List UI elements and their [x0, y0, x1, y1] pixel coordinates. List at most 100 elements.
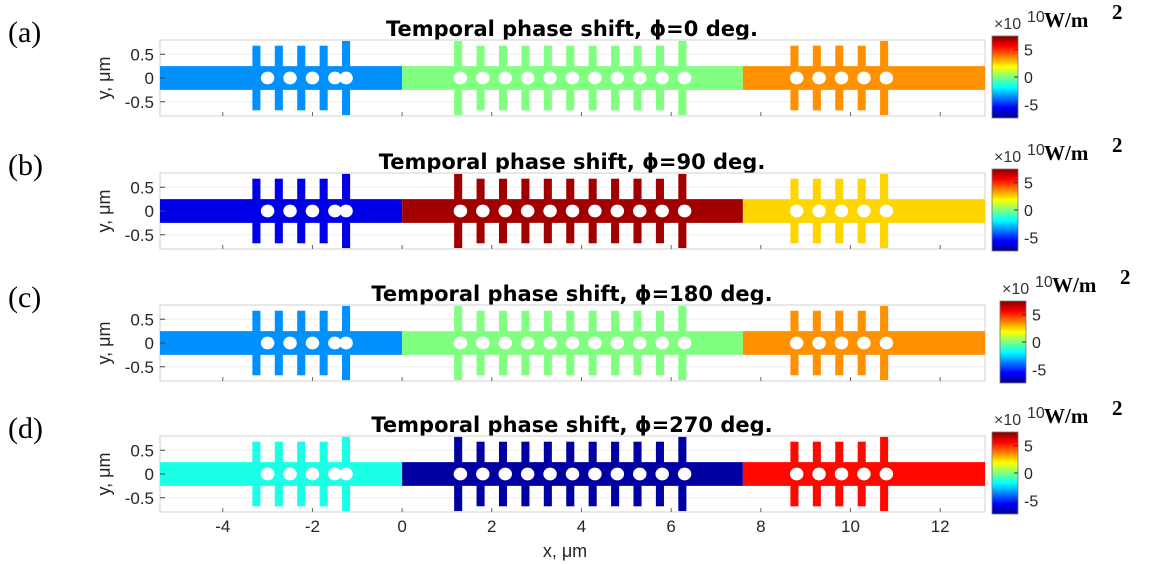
air-hole-middle	[677, 336, 692, 350]
colorbar-multiplier: ×10	[994, 149, 1021, 166]
panel-b: (b) Temporal phase shift, ϕ=90 deg. 0.5 0 -0…	[8, 133, 1123, 252]
air-hole-left	[339, 71, 353, 85]
air-hole-middle	[588, 467, 602, 481]
air-hole-right	[879, 71, 894, 85]
y-axis-label: y, μm	[94, 452, 114, 495]
y-axis-label: y, μm	[94, 189, 114, 232]
x-axis-label: x, μm	[543, 541, 587, 561]
y-tick-label: 0.5	[130, 310, 154, 329]
air-hole-middle	[520, 71, 535, 85]
air-hole-middle	[498, 336, 512, 350]
colorbar-multiplier: ×10	[994, 412, 1021, 429]
grating-bar-left	[252, 45, 261, 111]
panel-title: Temporal phase shift, ϕ=180 deg.	[371, 282, 772, 306]
air-hole-middle	[565, 204, 580, 218]
colorbar-unit: W/m	[1044, 141, 1089, 165]
air-hole-middle	[453, 71, 468, 85]
air-hole-left	[260, 336, 275, 350]
grating-bar-left	[274, 310, 283, 376]
air-hole-middle	[633, 336, 647, 350]
panel-label: (b)	[8, 149, 43, 182]
colorbar-multiplier: ×10	[1002, 281, 1029, 298]
air-hole-middle	[498, 467, 512, 481]
panels: (a) Temporal phase shift, ϕ=0 deg. 0.5 0 -0.…	[8, 0, 1131, 536]
y-tick-label: -0.5	[125, 358, 154, 377]
colorbar-exponent: 10	[1027, 9, 1045, 26]
air-hole-right	[789, 336, 804, 350]
air-hole-left	[283, 467, 297, 481]
air-hole-middle	[543, 71, 557, 85]
air-hole-right	[834, 204, 849, 218]
air-hole-left	[283, 71, 297, 85]
panel-title: Temporal phase shift, ϕ=0 deg.	[386, 17, 758, 41]
x-tick-label: 12	[931, 517, 950, 536]
x-tick-label: 6	[666, 517, 675, 536]
panel-label: (a)	[8, 16, 41, 49]
grating-bar-left	[297, 310, 306, 376]
air-hole-middle	[610, 204, 625, 218]
grating-bar-left	[252, 441, 261, 507]
air-hole-left	[305, 71, 320, 85]
air-hole-middle	[610, 467, 625, 481]
grating-bar-left	[297, 45, 306, 111]
air-hole-right	[857, 204, 871, 218]
air-hole-middle	[655, 71, 669, 85]
grating-bar-left	[274, 441, 283, 507]
colorbar-tick-label: 5	[1024, 176, 1033, 193]
colorbar-tick-label: 5	[1032, 308, 1041, 325]
x-tick-label: -2	[305, 517, 320, 536]
air-hole-right	[879, 204, 894, 218]
air-hole-left	[260, 467, 275, 481]
air-hole-middle	[520, 467, 535, 481]
colorbar-unit: W/m	[1052, 273, 1097, 297]
air-hole-right	[857, 467, 871, 481]
y-tick-label: 0.5	[130, 441, 154, 460]
grating-bar-left	[319, 178, 328, 244]
panel-d: (d) Temporal phase shift, ϕ=270 deg. 0.5 0 -…	[8, 396, 1123, 536]
colorbar-tick-label: 0	[1024, 203, 1033, 220]
y-axis-label: y, μm	[94, 321, 114, 364]
air-hole-left	[260, 204, 275, 218]
air-hole-middle	[588, 204, 602, 218]
colorbar	[999, 300, 1027, 384]
air-hole-middle	[453, 204, 468, 218]
air-hole-right	[789, 204, 804, 218]
grating-bar-left	[297, 441, 306, 507]
air-hole-middle	[498, 204, 512, 218]
air-hole-middle	[498, 71, 512, 85]
air-hole-right	[789, 71, 804, 85]
air-hole-middle	[633, 467, 647, 481]
air-hole-middle	[543, 204, 557, 218]
air-hole-right	[812, 467, 826, 481]
air-hole-middle	[677, 71, 692, 85]
air-hole-middle	[453, 467, 468, 481]
y-tick-label: -0.5	[125, 226, 154, 245]
x-tick-label: 8	[756, 517, 765, 536]
air-hole-middle	[520, 336, 535, 350]
air-hole-middle	[655, 204, 669, 218]
air-hole-left	[305, 204, 320, 218]
air-hole-middle	[476, 467, 490, 481]
grating-bar-left	[252, 178, 261, 244]
colorbar	[991, 35, 1019, 119]
air-hole-right	[812, 204, 826, 218]
air-hole-left	[328, 336, 342, 350]
colorbar-exponent: 10	[1035, 274, 1053, 291]
air-hole-middle	[543, 336, 557, 350]
grating-bar-left	[319, 310, 328, 376]
y-tick-label: 0.5	[130, 178, 154, 197]
panel-label: (c)	[8, 281, 41, 314]
air-hole-middle	[677, 467, 692, 481]
y-tick-label: 0	[145, 202, 154, 221]
air-hole-middle	[655, 336, 669, 350]
air-hole-left	[260, 71, 275, 85]
colorbar	[991, 168, 1019, 252]
air-hole-left	[339, 204, 353, 218]
colorbar-tick-label: -5	[1024, 493, 1038, 510]
air-hole-left	[339, 467, 353, 481]
colorbar-unit-exponent: 2	[1112, 0, 1123, 24]
air-hole-left	[305, 467, 320, 481]
air-hole-left	[305, 336, 320, 350]
panel-title: Temporal phase shift, ϕ=90 deg.	[379, 150, 766, 174]
